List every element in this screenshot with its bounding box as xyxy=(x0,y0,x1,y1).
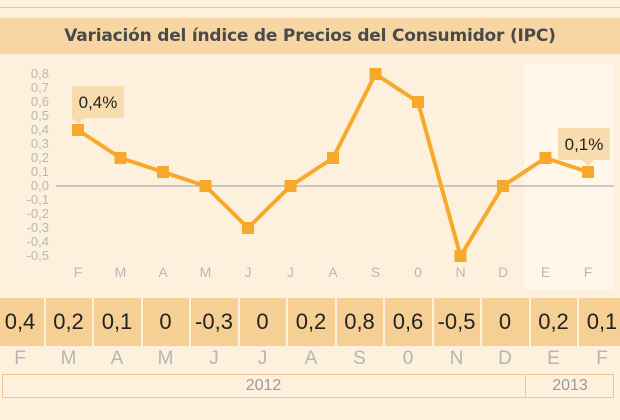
value-cell: 0 xyxy=(159,309,172,334)
x-tick-label: 0 xyxy=(414,264,422,280)
x-tick-label: D xyxy=(498,264,508,280)
callout-pointer xyxy=(72,118,84,124)
y-tick-label: 0,3 xyxy=(31,136,49,151)
callout-box xyxy=(72,86,124,118)
series-line xyxy=(76,72,589,258)
x-tick-label: J xyxy=(287,264,294,280)
new-year-highlight xyxy=(524,64,614,290)
callout-pointer xyxy=(582,160,594,166)
data-point xyxy=(369,68,382,80)
value-separator xyxy=(577,298,579,346)
value-separator xyxy=(334,298,337,346)
data-point xyxy=(242,222,254,234)
callout-label: 0,4% xyxy=(79,93,118,112)
value-cell: 0,2 xyxy=(53,309,84,334)
value-cell: 0,2 xyxy=(538,309,569,334)
month-label: S xyxy=(353,348,366,369)
y-tick-label: -0,2 xyxy=(27,206,49,221)
data-point xyxy=(327,152,339,164)
x-tick-label: M xyxy=(115,264,127,280)
data-point xyxy=(497,180,509,192)
value-separator xyxy=(140,298,143,346)
value-cell: 0,1 xyxy=(586,309,618,334)
y-tick-label: -0,5 xyxy=(27,248,49,263)
month-label: N xyxy=(449,348,464,369)
value-cell: 0,8 xyxy=(344,309,375,334)
y-tick-label: 0,4 xyxy=(31,122,49,137)
month-label: E xyxy=(547,348,560,369)
month-label: F xyxy=(596,348,608,369)
value-separator xyxy=(189,298,191,346)
y-tick-label: 0,2 xyxy=(31,150,49,165)
value-separator xyxy=(237,298,240,346)
month-label: J xyxy=(209,348,219,369)
month-label: J xyxy=(257,348,268,369)
y-tick-label: 0,6 xyxy=(31,94,49,109)
title-rule xyxy=(0,7,620,8)
value-separator xyxy=(43,298,46,346)
value-separator xyxy=(431,298,434,346)
y-tick-label: -0,3 xyxy=(27,220,49,235)
month-label: 0 xyxy=(402,348,414,369)
data-point xyxy=(284,180,297,192)
data-point xyxy=(114,152,127,164)
data-point xyxy=(582,166,594,178)
x-tick-label: F xyxy=(584,264,593,280)
x-tick-label: S xyxy=(371,264,380,280)
y-tick-label: -0,4 xyxy=(27,234,49,249)
x-tick-label: A xyxy=(328,264,338,280)
y-tick-label: 0,8 xyxy=(31,66,49,81)
value-separator xyxy=(383,298,385,346)
value-separator xyxy=(286,298,288,346)
x-tick-label: F xyxy=(74,264,83,280)
data-point xyxy=(539,152,552,164)
data-point xyxy=(199,180,212,192)
value-cell: 0,6 xyxy=(392,309,424,334)
value-cell: -0,5 xyxy=(437,309,476,334)
data-point xyxy=(412,96,424,108)
value-separator xyxy=(480,298,482,346)
page-title: Variación del índice de Precios del Cons… xyxy=(64,26,556,46)
value-separator xyxy=(92,298,94,346)
month-label: A xyxy=(304,348,318,369)
callout-box xyxy=(558,128,610,160)
callout: 0,4% xyxy=(72,86,124,124)
year-label-2012: 2012 xyxy=(245,377,282,394)
x-tick-label: A xyxy=(158,264,168,280)
year-label-2013: 2013 xyxy=(552,377,588,394)
month-label: F xyxy=(14,348,26,369)
data-point xyxy=(157,166,169,178)
y-tick-label: 0,7 xyxy=(31,80,49,95)
y-tick-label: 0,5 xyxy=(31,108,49,123)
data-point xyxy=(72,124,84,136)
value-cell: 0,2 xyxy=(295,309,327,334)
y-tick-label: 0,1 xyxy=(31,164,49,179)
callout: 0,1% xyxy=(558,128,610,166)
values-row: 0,4 0,2 0,1 0 -0,3 0 0,2 0,8 0,6 -0,5 0 0,2 0,1 xyxy=(0,298,620,346)
title-band xyxy=(0,18,620,54)
line-chart: 0,80,70,60,50,40,30,20,10,0-0,1-0,2-0,3-… xyxy=(27,64,614,290)
x-tick-label: M xyxy=(200,264,212,280)
y-tick-label: -0,1 xyxy=(27,192,49,207)
value-cell: 0 xyxy=(498,309,512,334)
value-cell: -0,3 xyxy=(195,309,233,334)
y-tick-label: 0,0 xyxy=(31,178,49,193)
x-tick-label: N xyxy=(455,264,465,280)
year-strip xyxy=(2,374,614,398)
value-cell: 0,1 xyxy=(101,309,133,334)
title-bar: Variación del índice de Precios del Cons… xyxy=(0,0,620,62)
month-label: A xyxy=(110,348,124,369)
value-cell: 0 xyxy=(256,309,269,334)
x-tick-label: J xyxy=(245,264,252,280)
value-cell: 0,4 xyxy=(4,309,36,334)
month-label: M xyxy=(60,348,77,369)
callout-label: 0,1% xyxy=(565,135,604,154)
x-tick-label: E xyxy=(541,264,550,280)
month-label: D xyxy=(498,348,512,369)
value-separator xyxy=(528,298,531,346)
year-divider xyxy=(525,374,526,398)
data-point xyxy=(454,250,467,262)
month-label: M xyxy=(157,348,174,369)
